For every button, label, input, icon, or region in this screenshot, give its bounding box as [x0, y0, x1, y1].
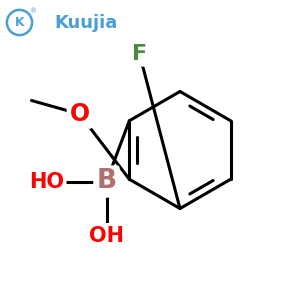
- Text: HO: HO: [29, 172, 64, 191]
- Text: OH: OH: [89, 226, 124, 245]
- Text: B: B: [96, 169, 117, 194]
- Text: O: O: [69, 102, 90, 126]
- Text: Kuujia: Kuujia: [54, 14, 117, 32]
- Text: ®: ®: [30, 8, 37, 14]
- Text: F: F: [132, 44, 147, 64]
- Text: K: K: [15, 16, 24, 29]
